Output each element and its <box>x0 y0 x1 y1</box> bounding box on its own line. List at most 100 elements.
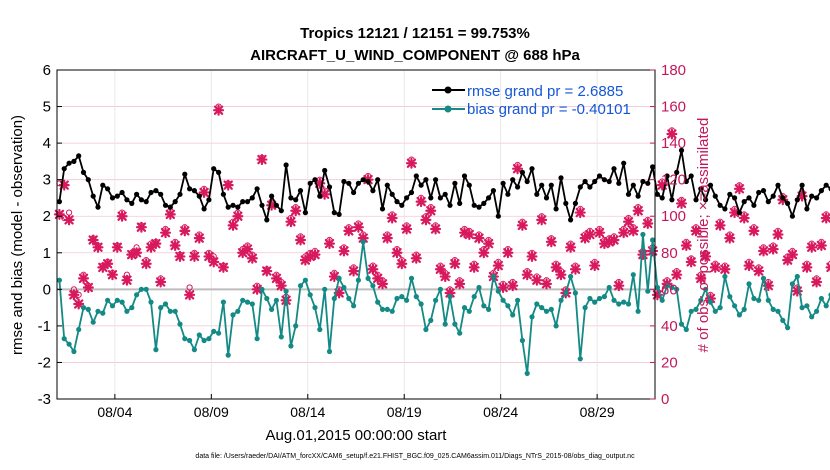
obs-assimilated-markers <box>53 104 830 310</box>
rmse-point <box>553 206 559 212</box>
rmse-point <box>331 210 337 216</box>
bias-point <box>428 317 434 323</box>
bias-point <box>712 308 718 314</box>
rmse-point <box>196 193 202 199</box>
x-tick-label: 08/29 <box>580 404 615 420</box>
obs-assimilated-marker <box>135 221 147 233</box>
obs-assimilated-marker <box>261 265 273 277</box>
rmse-point <box>109 195 116 201</box>
obs-assimilated-marker <box>574 207 586 219</box>
obs-assimilated-marker <box>295 234 307 246</box>
rmse-point <box>669 197 675 203</box>
bias-point <box>244 299 251 305</box>
rmse-point <box>105 186 111 192</box>
bias-point <box>495 288 501 294</box>
rmse-point <box>351 189 357 196</box>
obs-assimilated-marker <box>150 238 162 250</box>
right-tick-label: 40 <box>661 318 678 335</box>
right-tick-label: 120 <box>661 172 686 189</box>
x-tick-label: 08/09 <box>194 404 229 420</box>
rmse-point <box>486 195 492 201</box>
rmse-point <box>119 189 125 196</box>
bias-point <box>688 308 694 314</box>
bias-point <box>490 273 496 280</box>
obs-assimilated-marker <box>420 214 432 226</box>
rmse-point <box>56 199 63 205</box>
bias-point <box>317 326 323 333</box>
bias-point <box>760 275 767 281</box>
bias-point <box>770 306 776 312</box>
bias-point <box>794 273 800 280</box>
rmse-point <box>765 199 771 205</box>
obs-assimilated-marker <box>439 271 451 283</box>
obs-assimilated-marker <box>748 225 760 237</box>
rmse-point <box>582 178 588 185</box>
bias-point <box>80 305 87 311</box>
bias-point <box>736 312 743 318</box>
rmse-point <box>437 195 443 201</box>
obs-assimilated-marker <box>753 265 765 277</box>
rmse-point <box>616 180 622 186</box>
rmse-point <box>780 195 786 201</box>
obs-assimilated-marker <box>184 289 196 301</box>
rmse-point <box>823 182 829 188</box>
right-tick-label: 0 <box>661 391 669 408</box>
rmse-point <box>529 166 535 172</box>
rmse-point <box>712 193 718 199</box>
rmse-point <box>799 182 805 188</box>
x-tick-label: 08/24 <box>483 404 518 420</box>
rmse-point <box>394 199 400 205</box>
chart-title: Tropics 12121 / 12151 = 99.753% <box>300 25 530 42</box>
bias-point <box>293 323 299 329</box>
obs-assimilated-marker <box>676 197 688 209</box>
bias-point <box>674 286 680 292</box>
rmse-point <box>90 193 96 199</box>
rmse-point <box>404 195 410 201</box>
bias-point <box>211 328 217 334</box>
bias-point <box>191 347 197 353</box>
x-tick-label: 08/04 <box>97 404 132 420</box>
rmse-point <box>389 191 395 197</box>
rmse-point <box>678 147 685 153</box>
rmse-point <box>659 195 665 201</box>
rmse-point <box>515 184 521 190</box>
rmse-point <box>182 171 188 177</box>
obs-assimilated-marker <box>328 271 340 283</box>
obs-assimilated-marker <box>367 263 379 275</box>
obs-assimilated-marker <box>555 269 567 281</box>
obs-assimilated-marker <box>415 196 427 208</box>
x-tick-label: 08/14 <box>290 404 325 420</box>
rmse-point <box>95 204 101 210</box>
obs-assimilated-marker <box>497 282 509 294</box>
bias-point <box>799 305 805 311</box>
rmse-point <box>355 180 361 186</box>
obs-assimilated-marker <box>290 205 302 217</box>
bias-point <box>814 308 820 314</box>
gridlines <box>57 69 655 400</box>
obs-assimilated-marker <box>164 208 176 220</box>
bias-point <box>196 332 202 338</box>
legend-bias-marker <box>444 105 452 113</box>
bias-point <box>172 308 178 314</box>
rmse-point <box>707 182 714 188</box>
rmse-point <box>703 197 709 203</box>
rmse-point <box>722 206 728 212</box>
bias-point <box>109 303 116 309</box>
obs-assimilated-marker <box>270 272 282 284</box>
rmse-point <box>418 182 424 188</box>
obs-assimilated-marker <box>772 229 784 240</box>
legend-rmse-label: rmse grand pr = 2.6885 <box>467 83 623 100</box>
rmse-point <box>384 182 390 188</box>
obs-assimilated-marker <box>700 250 712 262</box>
rmse-point <box>240 199 246 205</box>
rmse-point <box>134 191 140 197</box>
bias-point <box>408 275 415 281</box>
obs-assimilated-marker <box>386 212 398 224</box>
obs-assimilated-marker <box>820 212 830 224</box>
left-tick-label: 2 <box>43 208 51 225</box>
rmse-point <box>770 193 776 199</box>
rmse-point <box>756 189 762 196</box>
bias-point <box>297 283 304 289</box>
obs-assimilated-marker <box>377 278 389 290</box>
